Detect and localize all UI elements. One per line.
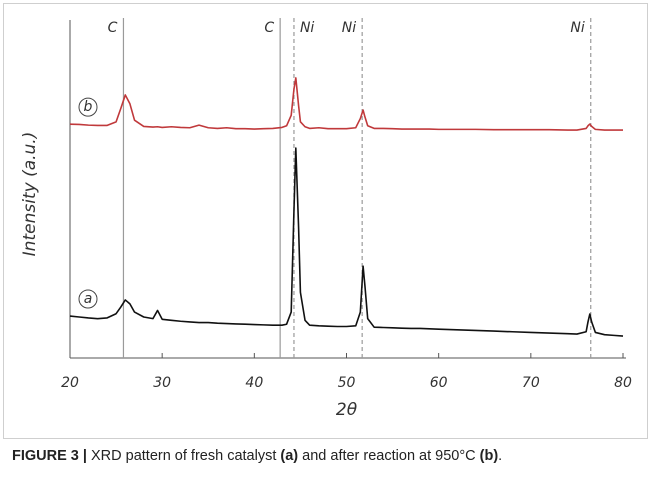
x-tick-label: 40 xyxy=(245,375,263,391)
x-tick-label: 70 xyxy=(522,375,540,391)
figure-frame xyxy=(3,3,648,439)
x-tick-label: 80 xyxy=(614,375,632,391)
reference-label: C xyxy=(108,20,118,36)
reference-label: Ni xyxy=(342,20,356,36)
series-line xyxy=(69,77,623,131)
caption: FIGURE 3 | XRD pattern of fresh catalyst… xyxy=(12,448,502,464)
x-axis-label: 2θ xyxy=(336,400,358,420)
caption-part: XRD pattern of fresh catalyst xyxy=(86,448,281,464)
series-label-circle xyxy=(78,97,98,117)
x-tick-label: 60 xyxy=(430,375,448,391)
series-label: a xyxy=(84,291,93,307)
y-axis-label: Intensity (a.u.) xyxy=(20,132,40,257)
caption-part: FIGURE 3 | xyxy=(12,448,87,464)
caption-part: . xyxy=(498,448,503,464)
series-label: b xyxy=(84,99,93,115)
caption-part: (a) xyxy=(280,448,299,464)
chart: 2θ Intensity (a.u.) 20 30 40 50 60 70 80 C C Ni Ni… xyxy=(20,18,632,420)
series-line xyxy=(69,147,624,337)
series-label-circle xyxy=(78,289,98,309)
x-tick-label: 20 xyxy=(61,375,79,391)
caption-part: (b) xyxy=(479,448,499,464)
caption-part: and after reaction at 950°C xyxy=(298,448,480,464)
x-tick-label: 50 xyxy=(338,375,356,391)
reference-label: C xyxy=(264,20,274,36)
reference-label: Ni xyxy=(300,20,314,36)
x-tick-label: 30 xyxy=(153,375,171,391)
reference-label: Ni xyxy=(570,20,584,36)
